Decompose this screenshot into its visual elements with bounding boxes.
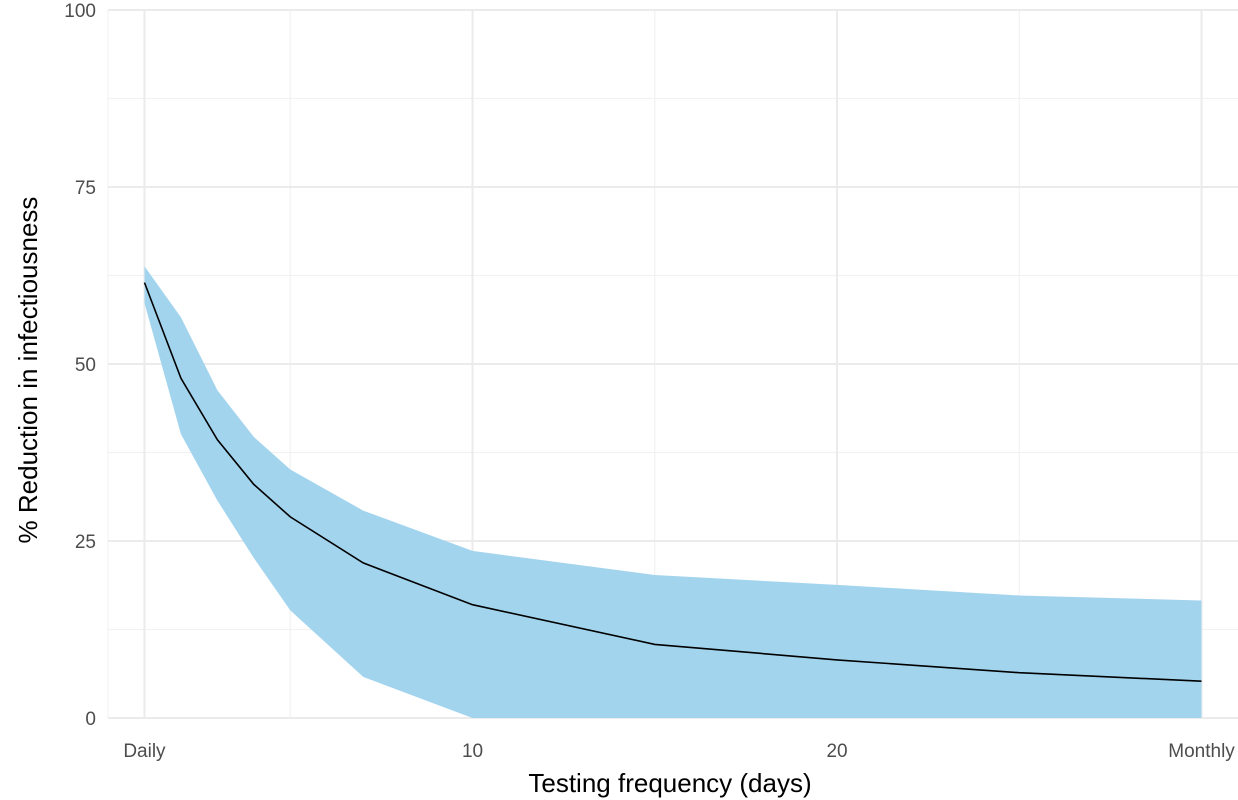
y-tick-label: 75 <box>75 178 96 199</box>
x-axis-title: Testing frequency (days) <box>528 768 811 798</box>
confidence-ribbon <box>144 266 1202 718</box>
x-tick-label: 20 <box>826 741 847 762</box>
x-tick-labels: Daily 10 20 Monthly <box>123 741 1235 762</box>
y-tick-labels: 0 25 50 75 100 <box>64 1 96 730</box>
x-tick-label: Daily <box>123 741 166 762</box>
median-line <box>143 282 1202 682</box>
y-axis-title: % Reduction in infectiousness <box>13 197 43 544</box>
x-tick-label: 10 <box>462 741 483 762</box>
y-tick-label: 100 <box>64 1 96 22</box>
y-tick-label: 50 <box>75 355 96 376</box>
y-tick-label: 0 <box>85 709 96 730</box>
y-tick-label: 25 <box>75 532 96 553</box>
x-tick-label: Monthly <box>1168 741 1235 762</box>
